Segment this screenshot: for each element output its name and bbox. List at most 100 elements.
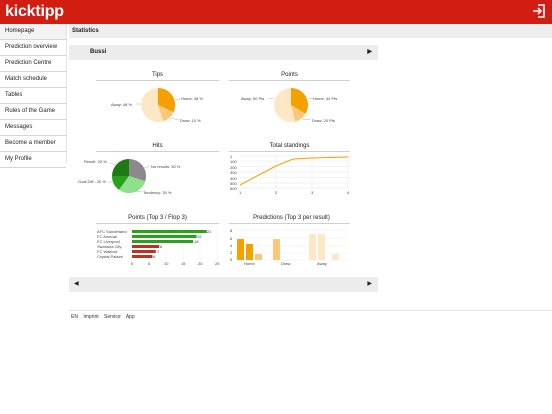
hits-divider	[96, 151, 219, 152]
sidebar-item-prediction-centre[interactable]: Prediction Centre	[0, 56, 66, 72]
points-away-label: Away: 50 Pts	[241, 96, 265, 101]
top-bar: kicktipp	[0, 0, 552, 24]
y-tick: 6	[230, 236, 233, 241]
hits-chart-title: Hits	[152, 143, 163, 149]
points-divider	[229, 80, 350, 81]
group-label-home: Home	[244, 261, 255, 266]
top-flop-divider	[96, 223, 219, 224]
next-player-icon[interactable]: ▶	[367, 49, 372, 55]
top-flop-chart-title: Points (Top 3 / Flop 3)	[128, 215, 187, 221]
footer-divider	[69, 310, 552, 311]
sidebar-item-match-schedule[interactable]: Match schedule	[0, 72, 66, 88]
predictions-chart-title: Predictions (Top 3 per result)	[253, 215, 330, 221]
sidebar-nav: Homepage Prediction overview Prediction …	[0, 24, 66, 168]
team-label: Swansea City	[97, 244, 122, 249]
sidebar-item-become-member[interactable]: Become a member	[0, 136, 66, 152]
group-label-draw: Draw	[281, 261, 291, 266]
logout-icon[interactable]	[532, 4, 546, 18]
pie-slice-tendency	[119, 176, 146, 194]
next-page-icon[interactable]: ▶	[367, 281, 372, 287]
standings-line	[239, 156, 349, 186]
y-tick: 4	[230, 243, 233, 248]
standings-chart-title: Total standings	[269, 143, 310, 149]
bar-fc-liverpool	[132, 240, 194, 243]
standings-x-tick: 3	[311, 190, 314, 195]
bar-crystal-palace	[132, 255, 153, 258]
sidebar-divider	[66, 24, 67, 164]
imprint-link[interactable]: Imprint	[83, 314, 99, 320]
bar-fc-watford	[132, 250, 156, 253]
points-draw-label: Draw: 20 Pts	[312, 118, 335, 123]
x-tick: 0	[131, 261, 134, 266]
standings-y-tick: 1	[230, 154, 233, 159]
points-chart-title: Points	[281, 72, 298, 78]
y-tick: 2	[230, 250, 233, 255]
standings-y-tick: 200	[230, 164, 237, 170]
pie-slice-away	[141, 88, 164, 122]
predictions-bar-chart	[235, 229, 348, 261]
points-pie-chart	[268, 88, 314, 122]
language-link[interactable]: EN	[71, 314, 78, 320]
x-tick: 15	[181, 261, 186, 266]
pager-bar: ◀ ▶	[69, 277, 378, 292]
pie-slice-goal-diff	[111, 176, 129, 190]
standings-y-tick: 500	[230, 181, 237, 186]
pred-bar	[246, 244, 253, 260]
bar-swansea-city	[132, 245, 160, 248]
x-tick: 25	[215, 261, 220, 266]
pred-bar	[318, 234, 325, 260]
hits-goal-diff-label: Goal Diff.: 20 %	[78, 179, 106, 184]
sidebar-item-tables[interactable]: Tables	[0, 88, 66, 104]
tips-draw-label: Draw: 10 %	[180, 118, 201, 123]
sidebar-item-prediction-overview[interactable]: Prediction overview	[0, 40, 66, 56]
bar-value-label: 18	[194, 239, 199, 244]
footer: EN Imprint Service App	[71, 314, 139, 320]
hits-pie-chart	[108, 158, 151, 194]
team-label: Crystal Palace	[97, 254, 123, 259]
bar-afc-sunderland	[132, 230, 207, 233]
prev-page-icon[interactable]: ◀	[74, 281, 79, 287]
bar-value-label: 7	[157, 249, 160, 254]
group-label-away: Away	[317, 261, 327, 266]
pred-bar	[255, 254, 262, 260]
bar-fc-arsenal	[132, 235, 197, 238]
app-logo[interactable]: kicktipp	[5, 3, 64, 20]
pred-bar	[309, 234, 316, 260]
pred-bar	[273, 239, 280, 260]
app-link[interactable]: App	[125, 314, 135, 320]
pie-slice-home	[158, 87, 176, 113]
points-home-label: Home: 44 Pts	[313, 96, 338, 101]
section-title: Statistics	[69, 24, 552, 38]
standings-x-tick: 2	[275, 190, 278, 195]
sidebar-item-rules[interactable]: Rules of the Game	[0, 104, 66, 120]
standings-y-tick: 300	[230, 170, 237, 175]
y-tick: 0	[230, 257, 233, 262]
standings-divider	[229, 151, 350, 152]
standings-x-tick: 1	[239, 190, 242, 195]
standings-y-tick: 400	[230, 175, 237, 181]
tips-away-label: Away: 48 %	[111, 102, 133, 107]
team-label: AFC Sunderland	[97, 229, 127, 234]
standings-x-tick: 4	[347, 190, 350, 195]
sidebar-item-homepage[interactable]: Homepage	[0, 24, 66, 40]
tips-home-label: Home: 38 %	[181, 96, 204, 101]
sidebar-item-my-profile[interactable]: My Profile	[0, 152, 66, 168]
team-label: FC Arsenal	[97, 234, 117, 239]
standings-y-tick: 100	[230, 159, 237, 164]
hits-no-results-label: No results: 30 %	[151, 164, 181, 169]
service-link[interactable]: Service	[104, 314, 121, 320]
standings-line-chart	[239, 155, 349, 189]
pie-slice-home	[291, 88, 308, 114]
tips-divider	[96, 80, 219, 81]
bar-value-label: 22	[207, 229, 212, 234]
bar-value-label: 19	[197, 234, 202, 239]
sidebar-item-messages[interactable]: Messages	[0, 120, 66, 136]
hits-result-label: Result: 20 %	[84, 159, 107, 164]
pie-slice-draw	[158, 105, 174, 122]
y-tick: 8	[230, 228, 233, 233]
x-tick: 20	[198, 261, 203, 266]
standings-y-tick: 600	[230, 186, 237, 191]
team-label: FC Watford	[97, 249, 118, 254]
tips-chart-title: Tips	[151, 72, 164, 78]
player-selector[interactable]: Bussi ▶	[69, 45, 378, 60]
